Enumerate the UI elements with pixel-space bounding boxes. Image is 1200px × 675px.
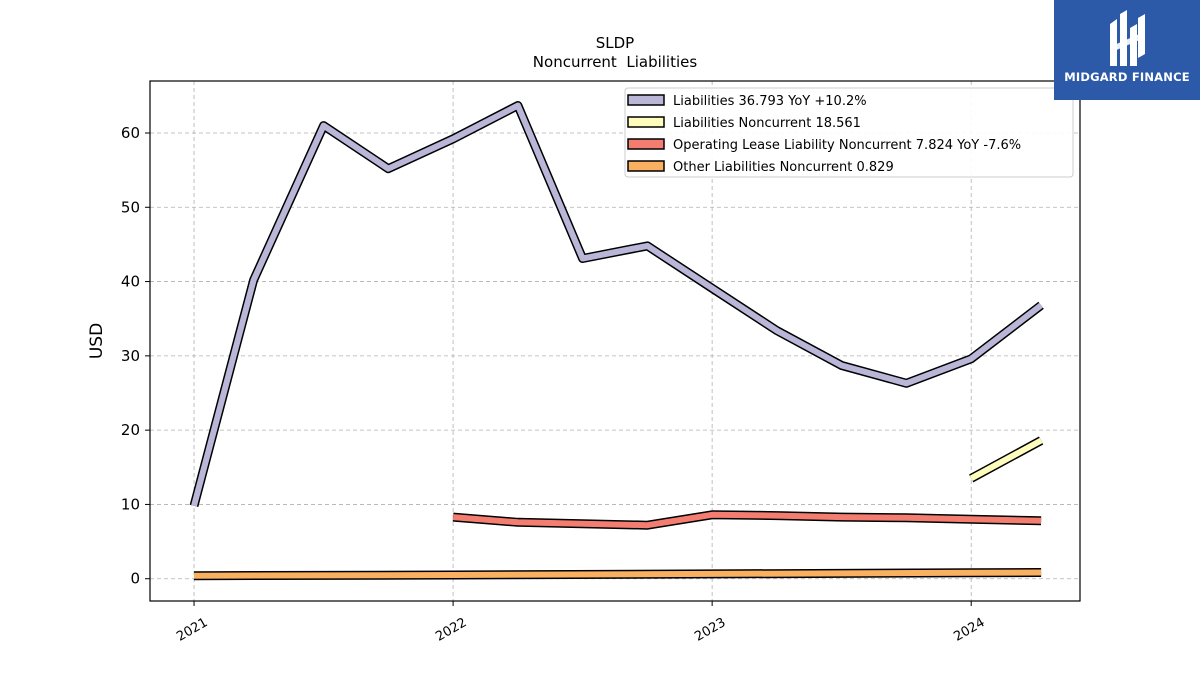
legend-swatch: [627, 94, 665, 106]
series-line-fill: [452, 511, 1042, 529]
legend-label: Liabilities Noncurrent 18.561: [673, 116, 861, 131]
y-tick-label: 30: [121, 347, 140, 365]
y-tick-label: 40: [121, 273, 140, 291]
y-tick-label: 20: [121, 421, 140, 439]
series-line: [189, 101, 1044, 508]
legend-label: Liabilities 36.793 YoY +10.2%: [673, 94, 867, 109]
series-line: [452, 510, 1042, 530]
series-line-fill: [969, 437, 1043, 482]
chart-subtitle: Noncurrent Liabilities: [533, 53, 698, 71]
y-tick-label: 0: [130, 570, 140, 588]
brand-logo: MIDGARD FINANCE: [1054, 0, 1200, 100]
legend: Liabilities 36.793 YoY +10.2% Liabilities…: [624, 87, 1074, 178]
x-tick-label: 2022: [433, 615, 469, 645]
series-line: [193, 568, 1042, 581]
legend-swatch: [627, 138, 665, 150]
chart-title: SLDP: [596, 34, 634, 52]
legend-label: Other Liabilities Noncurrent 0.829: [673, 160, 894, 175]
y-axis-label: USD: [87, 323, 107, 359]
x-tick-label: 2024: [951, 615, 987, 645]
y-tick-label: 60: [121, 124, 140, 142]
y-tick-label: 10: [121, 495, 140, 513]
y-tick-label: 50: [121, 198, 140, 216]
logo-mark-icon: [1110, 10, 1145, 66]
legend-swatch: [627, 116, 665, 128]
series-line-fill: [193, 569, 1042, 579]
series-layer: [189, 101, 1044, 581]
plot-frame: [149, 80, 1081, 602]
x-tick-label: 2021: [174, 615, 210, 645]
series-line-fill: [191, 102, 1043, 507]
legend-box: [624, 87, 1074, 178]
series-line: [969, 436, 1044, 483]
x-tick-label: 2023: [692, 615, 728, 645]
brand-name: MIDGARD FINANCE: [1064, 70, 1190, 84]
legend-label: Operating Lease Liability Noncurrent 7.8…: [673, 138, 1021, 153]
legend-swatch: [627, 160, 665, 172]
